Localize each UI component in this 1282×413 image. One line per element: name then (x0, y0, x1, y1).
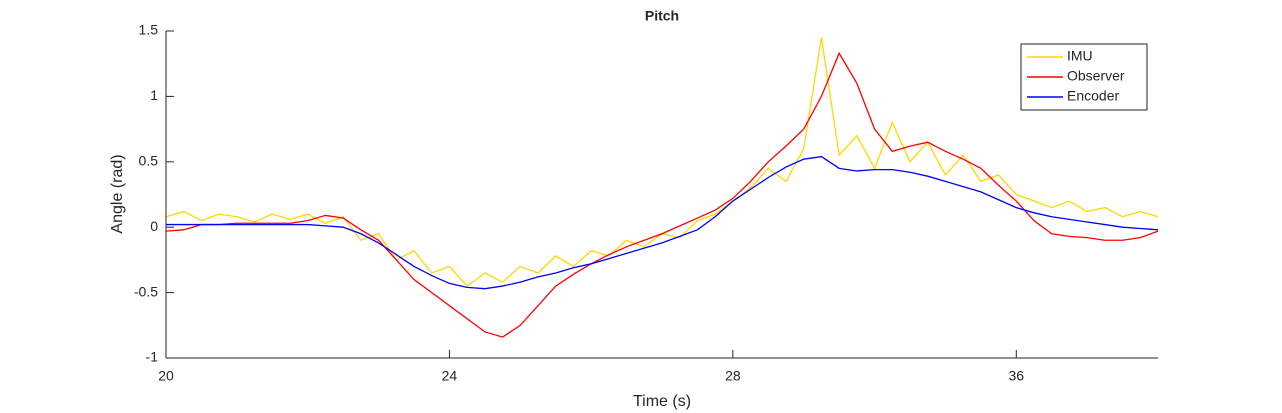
y-tick-label: -0.5 (134, 283, 158, 299)
y-tick-label: 1 (150, 87, 158, 103)
data-line (165, 51, 1159, 338)
data-line (166, 155, 1159, 290)
x-tick-label: 36 (1008, 368, 1024, 384)
legend-box (1020, 43, 1148, 111)
y-tick-label: -1 (146, 349, 159, 365)
x-tick-label: 20 (158, 368, 174, 384)
legend-label: Encoder (1067, 88, 1119, 104)
y-tick-label: 1.5 (139, 22, 159, 38)
x-tick-label: 24 (442, 368, 458, 384)
y-tick-label: 0.5 (139, 153, 159, 169)
legend-label: Observer (1067, 68, 1125, 84)
legend-label: IMU (1067, 48, 1093, 64)
x-axis-label: Time (s) (633, 393, 691, 410)
y-tick-label: 0 (150, 218, 158, 234)
chart-title: Pitch (645, 8, 679, 24)
x-tick-label: 28 (725, 368, 741, 384)
y-axis-label: Angle (rad) (109, 154, 126, 233)
